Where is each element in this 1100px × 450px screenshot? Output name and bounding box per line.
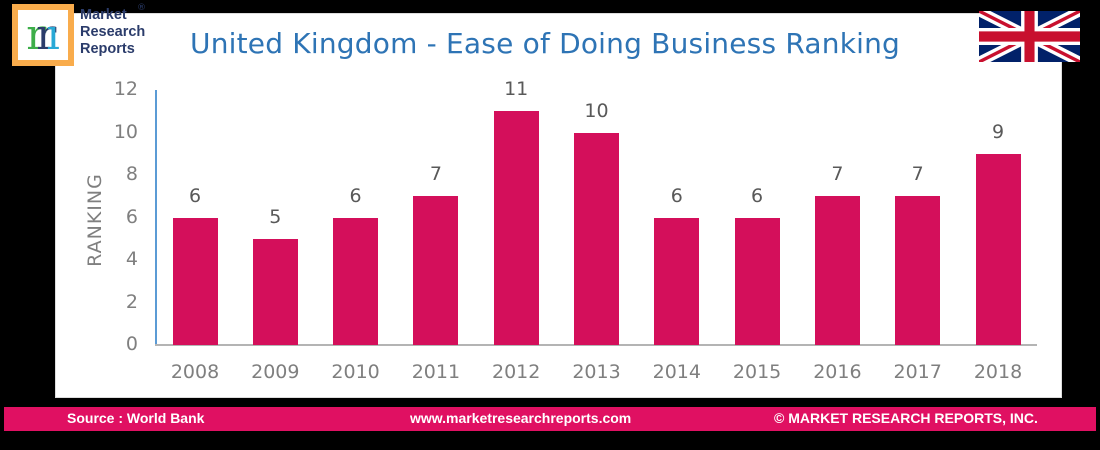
bar-2010[interactable] (333, 217, 379, 345)
website-link[interactable]: www.marketresearchreports.com (410, 410, 632, 426)
x-tick-label: 2009 (251, 361, 300, 383)
logo-line-2: Research (80, 24, 146, 40)
x-tick-label: 2017 (893, 361, 942, 383)
bar-value-label: 7 (911, 163, 924, 186)
y-axis-line (155, 90, 157, 346)
bar-2012[interactable] (493, 111, 539, 345)
bar-value-label: 6 (751, 184, 764, 207)
bar-2018[interactable] (975, 153, 1021, 345)
x-tick-label: 2008 (170, 361, 220, 383)
logo-text: Market Research Reports (80, 7, 145, 58)
x-axis-line (155, 344, 1037, 346)
uk-flag-icon (979, 11, 1080, 62)
bar-value-label: 7 (429, 163, 442, 186)
bar-value-label: 9 (991, 120, 1005, 143)
bar-2017[interactable] (895, 196, 941, 345)
bar-value-label: 11 (504, 78, 529, 101)
x-tick-label: 2011 (411, 361, 461, 383)
logo-line-3: Reports (80, 41, 135, 57)
y-tick-label: 8 (125, 163, 138, 185)
chart-panel (55, 13, 1062, 398)
bar-value-label: 6 (670, 184, 683, 207)
y-tick-label: 4 (125, 248, 138, 270)
bar-2015[interactable] (734, 217, 780, 345)
chart-title: United Kingdom - Ease of Doing Business … (190, 27, 901, 60)
x-tick-label: 2010 (331, 361, 380, 383)
bar-value-label: 6 (188, 184, 202, 207)
copyright-text: © MARKET RESEARCH REPORTS, INC. (774, 410, 1038, 426)
x-tick-label: 2015 (732, 361, 782, 383)
y-tick-label: 10 (113, 120, 138, 143)
logo-line-1: Market (80, 7, 127, 23)
bar-2008[interactable] (172, 217, 218, 345)
bar-value-label: 7 (831, 163, 844, 186)
y-tick-label: 6 (125, 205, 138, 228)
bar-value-label: 6 (349, 184, 362, 207)
y-tick-label: 12 (113, 78, 138, 100)
bar-2014[interactable] (654, 217, 700, 345)
x-tick-label: 2018 (973, 361, 1023, 383)
bar-2013[interactable] (574, 132, 619, 345)
bar-value-label: 5 (269, 205, 282, 228)
bar-2016[interactable] (814, 196, 860, 345)
footer-bar: Source : World Bank www.marketresearchre… (4, 407, 1096, 431)
x-tick-label: 2013 (572, 361, 621, 383)
bar-2009[interactable] (252, 238, 298, 345)
bar-value-label: 10 (584, 99, 609, 122)
registered-mark: ® (137, 3, 146, 13)
x-tick-label: 2014 (652, 361, 701, 383)
y-tick-label: 0 (125, 333, 138, 355)
x-tick-label: 2012 (492, 361, 541, 383)
x-tick-label: 2016 (813, 361, 862, 383)
source-text: Source : World Bank (67, 410, 205, 426)
y-tick-label: 2 (125, 290, 138, 313)
bar-2011[interactable] (413, 196, 459, 345)
